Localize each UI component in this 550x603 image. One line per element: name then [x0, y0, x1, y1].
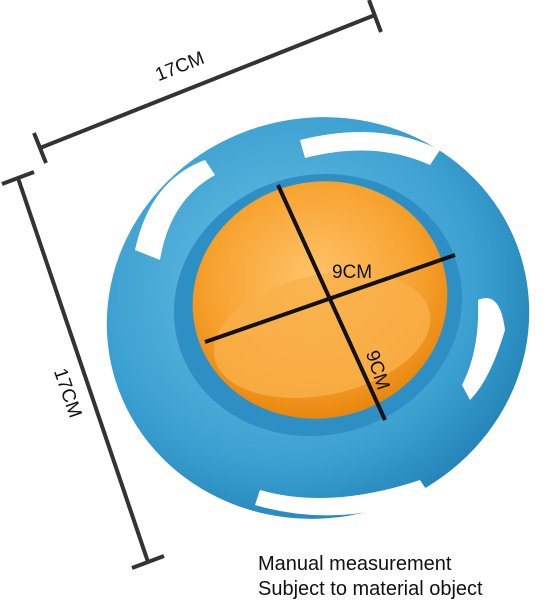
- caption-line: Subject to material object: [258, 578, 483, 600]
- depth-label: 17CM: [49, 366, 85, 421]
- bowl-width-label: 9CM: [332, 262, 372, 283]
- caption-line: Manual measurement: [258, 553, 452, 575]
- bowl: [106, 117, 530, 519]
- dimension-lines: [1, 0, 456, 570]
- width-label: 17CM: [153, 48, 208, 86]
